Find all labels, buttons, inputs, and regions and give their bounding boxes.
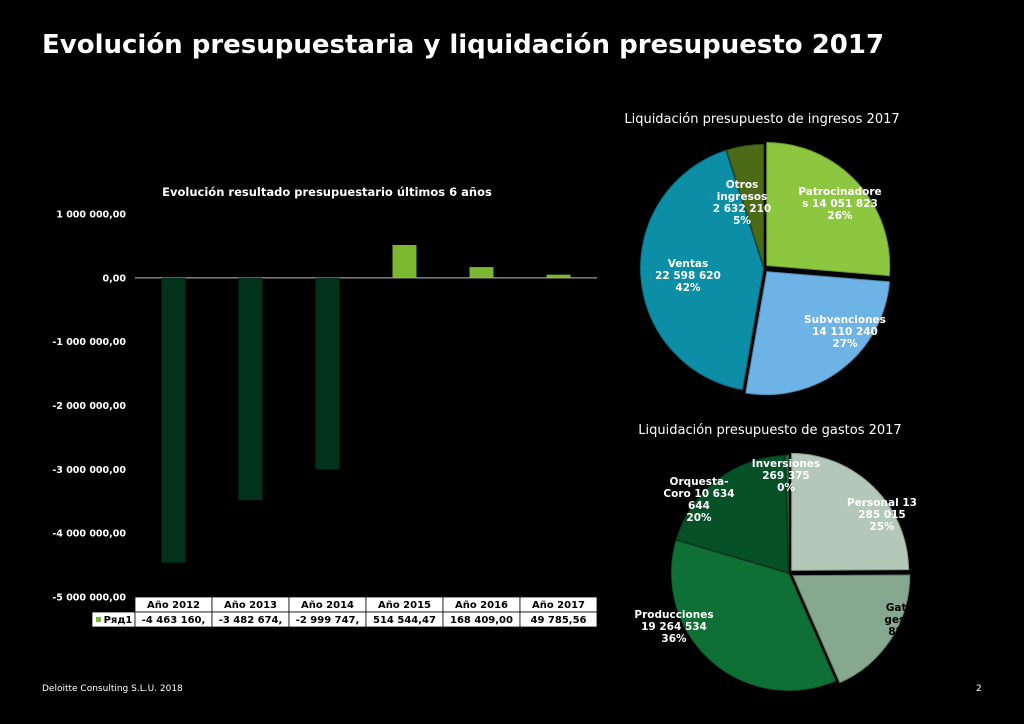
pie-slice	[639, 148, 766, 392]
bar-año-2014	[315, 277, 340, 470]
bar-año-2012	[161, 277, 186, 563]
pie-slice-label: Ventas 22 598 620 42%	[655, 258, 721, 294]
bar-chart-title: Evolución resultado presupuestario últim…	[162, 185, 492, 199]
table-value-label: 168 409,00	[450, 615, 513, 626]
pie-slice-label: Orquesta-Coro 10 634 644 20%	[663, 476, 734, 524]
table-header-label: Año 2014	[301, 600, 354, 611]
y-tick-label: -4 000 000,00	[52, 529, 126, 540]
table-header-label: Año 2013	[224, 600, 277, 611]
data-table: Año 2012 Año 2013 Año 2014 Año 2015 Año 2016…	[91, 596, 598, 628]
y-axis-ticks: 1 000 000,00 0,00 -1 000 000,00 -2 000 000,…	[52, 210, 126, 604]
pie-chart-ingresos-title: Liquidación presupuesto de ingresos 2017	[624, 112, 899, 127]
y-tick-label: 1 000 000,00	[56, 210, 126, 221]
legend-swatch	[96, 617, 101, 622]
pie-slice-label: Otros ingresos 2 632 210 5%	[713, 179, 771, 227]
bar-año-2013	[238, 277, 263, 501]
pie-slice	[724, 142, 765, 269]
pie-chart-ingresos: Liquidación presupuesto de ingresos 2017…	[624, 112, 900, 397]
pie-slice	[765, 140, 892, 278]
pie-chart-gastos-title: Liquidación presupuesto de gastos 2017	[638, 423, 901, 438]
pie-slice	[790, 573, 912, 685]
pie-slice-label: Producciones 19 264 534 36%	[634, 609, 713, 645]
y-tick-label: -5 000 000,00	[52, 593, 126, 604]
table-value-label: 49 785,56	[531, 615, 587, 626]
pie-chart-gastos: Liquidación presupuesto de gastos 2017 P…	[634, 423, 940, 692]
bar-año-2015	[392, 244, 417, 278]
y-tick-label: -2 000 000,00	[52, 401, 126, 412]
pie-slice-label: Subvenciones 14 110 240 27%	[804, 314, 886, 350]
y-tick-label: -3 000 000,00	[52, 465, 126, 476]
page-number: 2	[976, 684, 982, 694]
pie-slice	[784, 453, 790, 574]
pie-slice	[790, 451, 911, 572]
pie-slice-label: Patrocinadore s 14 051 823 26%	[798, 186, 881, 222]
y-tick-label: 0,00	[103, 273, 127, 284]
table-value-label: -2 999 747,	[296, 615, 360, 626]
footer-text: Deloitte Consulting S.L.U. 2018	[42, 684, 183, 694]
bar-chart: Evolución resultado presupuestario últim…	[52, 185, 598, 628]
slide-title: Evolución presupuestaria y liquidación p…	[42, 30, 885, 60]
pie-slice	[674, 454, 791, 575]
table-value-label: 514 544,47	[373, 615, 436, 626]
table-header-label: Año 2015	[378, 600, 431, 611]
table-value-label: -4 463 160,	[142, 615, 206, 626]
bar-año-2016	[469, 267, 494, 278]
table-value-cell	[519, 611, 598, 628]
bar-año-2017	[546, 274, 571, 278]
legend-label: Ряд1	[104, 615, 133, 626]
table-header-label: Año 2012	[147, 600, 200, 611]
table-header-label: Año 2017	[532, 600, 585, 611]
pie-slice	[744, 270, 892, 397]
table-header-label: Año 2016	[455, 600, 508, 611]
y-tick-label: -1 000 000,00	[52, 337, 126, 348]
bars	[135, 244, 597, 563]
pie-slice-label: Personal 13 285 015 25%	[847, 497, 917, 533]
pie-slice-label: Inversiones 269 375 0%	[752, 458, 820, 494]
table-value-label: -3 482 674,	[219, 615, 283, 626]
pie-slice-label: Gatos de gestión 9 889 539 19%	[884, 602, 939, 650]
pie-slice	[670, 538, 838, 692]
